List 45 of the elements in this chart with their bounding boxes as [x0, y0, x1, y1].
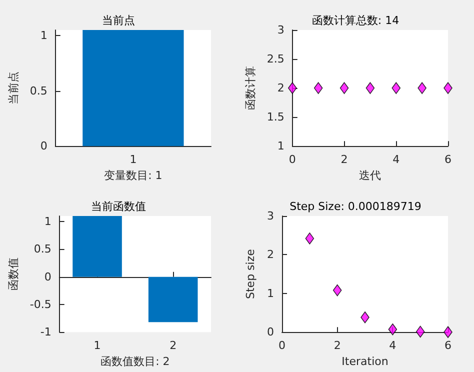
x-tick-label: 6 [444, 153, 452, 166]
point [416, 326, 425, 338]
x-axis-title: 变量数目: 1 [104, 169, 162, 182]
y-tick-label: 0.5 [34, 242, 52, 256]
x-tick-label: 2 [340, 153, 348, 166]
point [388, 323, 398, 336]
y-tick-label: 1 [40, 29, 48, 42]
x-tick-label: 0 [288, 153, 296, 166]
point [360, 311, 370, 324]
chart-title: 函数计算总数: 14 [312, 14, 400, 27]
y-axis-title: 函数计算 [244, 66, 257, 110]
x-tick-label: 6 [444, 339, 452, 352]
chart-title: 当前点 [102, 14, 135, 27]
x-axis-title: Iteration [342, 355, 388, 368]
y-tick-label: 0 [44, 270, 52, 284]
x-tick-label: 4 [392, 153, 400, 166]
y-tick-label: 0 [40, 140, 48, 153]
x-axis-title: 迭代 [359, 169, 382, 182]
y-tick-label: 2.5 [266, 52, 284, 66]
chart-title: Step Size: 0.000189719 [290, 200, 422, 213]
chart-title: 当前函数值 [91, 200, 146, 213]
x-tick-label: 1 [94, 339, 101, 352]
y-axis-title: 当前点 [7, 72, 20, 105]
y-tick-label: -0.5 [30, 298, 52, 311]
y-tick-label: 2 [277, 82, 284, 95]
y-tick-label: 0 [267, 326, 274, 339]
y-tick-label: 3 [277, 24, 284, 36]
x-axis-title: 函数值数目: 2 [100, 355, 170, 368]
y-tick-label: 2 [267, 248, 274, 262]
y-axis-title: 函数值 [7, 258, 20, 291]
y-tick-label: 1 [44, 215, 52, 228]
y-axis-title: Step size [244, 248, 257, 299]
y-tick-label: 1 [267, 286, 274, 300]
x-tick-label: 4 [389, 339, 396, 352]
point [444, 326, 452, 338]
x-tick-label: 2 [170, 339, 177, 352]
y-tick-label: 1.5 [266, 110, 284, 124]
y-tick-label: 0.5 [30, 84, 48, 98]
x-tick-label: 2 [334, 339, 341, 352]
point [332, 284, 342, 296]
x-tick-label: 1 [130, 153, 137, 166]
y-tick-label: -1 [40, 326, 52, 339]
point [305, 232, 314, 244]
y-tick-label: 1 [277, 140, 284, 153]
y-tick-label: 3 [267, 210, 274, 222]
